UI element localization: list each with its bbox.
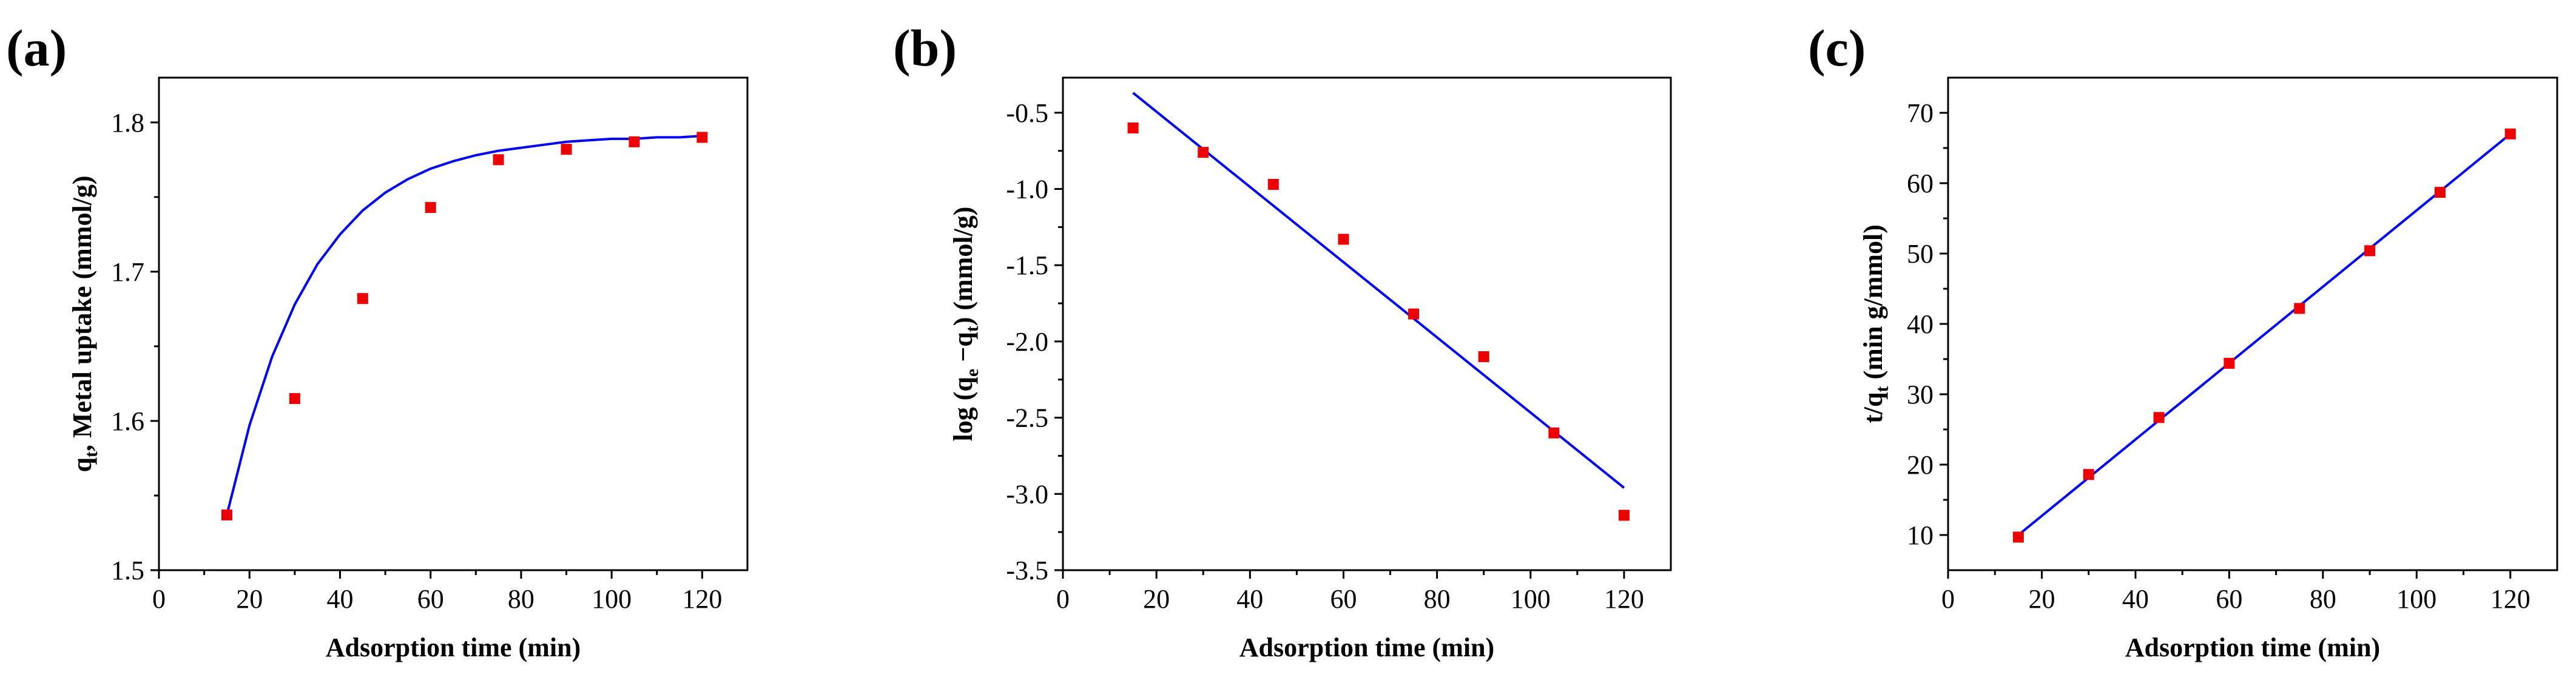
- data-point: [1408, 308, 1420, 320]
- x-tick-label: 60: [1330, 584, 1357, 614]
- x-tick-label: 20: [236, 584, 263, 614]
- y-tick-label: 1.7: [111, 257, 144, 287]
- data-point: [493, 154, 504, 166]
- y-tick-label: 60: [1907, 169, 1934, 198]
- x-tick-label: 100: [1511, 584, 1551, 614]
- y-tick-label: 70: [1907, 98, 1934, 128]
- y-axis-title-part: ) (mmol/g): [948, 207, 978, 326]
- data-point: [2012, 531, 2024, 543]
- x-tick-label: 40: [2122, 584, 2149, 614]
- fit-line: [225, 135, 703, 516]
- x-tick-label: 120: [1604, 584, 1644, 614]
- y-axis-title-part: (min g/mmol): [1858, 224, 1888, 386]
- y-tick-label: -0.5: [1006, 98, 1048, 128]
- x-tick-label: 120: [2490, 584, 2530, 614]
- data-point: [1548, 427, 1560, 439]
- data-point: [696, 132, 708, 143]
- data-point: [2153, 412, 2165, 423]
- data-point: [561, 144, 572, 155]
- data-point: [1618, 510, 1630, 521]
- x-tick-label: 80: [1424, 584, 1451, 614]
- x-tick-label: 120: [682, 584, 722, 614]
- fit-line: [2017, 133, 2512, 536]
- y-axis-title-part: −q: [948, 332, 978, 369]
- x-tick-label: 20: [2028, 584, 2055, 614]
- x-tick-label: 40: [326, 584, 353, 614]
- y-axis-title: qt, Metal uptake (mmol/g): [67, 175, 101, 472]
- plot-frame: [1947, 76, 2558, 571]
- x-tick-label: 0: [1941, 584, 1955, 614]
- x-tick-label: 0: [152, 584, 166, 614]
- data-point: [1338, 234, 1349, 245]
- data-point: [2083, 469, 2094, 480]
- panel-label: (a): [6, 19, 67, 77]
- x-tick-label: 100: [592, 584, 632, 614]
- x-tick-label: 100: [2396, 584, 2436, 614]
- y-tick-label: -1.5: [1006, 251, 1048, 280]
- y-axis-title-part: t/q: [1858, 392, 1888, 423]
- y-tick-label: 1.6: [111, 406, 144, 436]
- x-tick-label: 60: [2216, 584, 2242, 614]
- y-axis-title-part: q: [67, 457, 97, 473]
- data-point: [2224, 357, 2235, 369]
- plot-frame: [158, 76, 749, 571]
- data-point: [2504, 128, 2516, 140]
- chart-panel-a: (a) 0 20 40 60 80 100 120 1.5 1.6 1.7 1.8 Adsorption…: [6, 19, 749, 662]
- y-tick-label: -3.5: [1006, 556, 1048, 585]
- chart-panel-c: (c) 0 20 40 60 80 100 120 10 20 30 40 50 60 70 Adsorpti…: [1808, 19, 2558, 662]
- x-axis-title: Adsorption time (min): [2125, 633, 2380, 662]
- x-tick-label: 0: [1056, 584, 1070, 614]
- y-tick-label: 20: [1907, 450, 1934, 480]
- data-point: [2434, 187, 2446, 198]
- panel-label: (b): [893, 19, 957, 77]
- x-tick-label: 80: [2310, 584, 2336, 614]
- y-axis-title-part: , Metal uptake (mmol/g): [67, 175, 97, 451]
- x-tick-label: 80: [508, 584, 534, 614]
- y-axis-title-subscript: e: [962, 369, 982, 377]
- data-point: [221, 509, 232, 520]
- x-axis-title: Adsorption time (min): [1239, 633, 1494, 662]
- data-point: [1127, 122, 1139, 133]
- x-tick-label: 40: [1236, 584, 1263, 614]
- data-point: [1267, 178, 1279, 190]
- y-axis-title-subscript: t: [962, 326, 982, 332]
- y-tick-label: 30: [1907, 380, 1934, 409]
- plot-frame: [1062, 76, 1672, 571]
- x-tick-label: 60: [417, 584, 444, 614]
- panel-label: (c): [1808, 19, 1866, 77]
- y-tick-label: -1.0: [1006, 175, 1048, 204]
- data-point: [357, 293, 368, 304]
- data-point: [2364, 245, 2376, 257]
- data-point: [425, 202, 436, 214]
- y-tick-label: -2.5: [1006, 403, 1048, 433]
- x-tick-label: 20: [1143, 584, 1170, 614]
- y-tick-label: 40: [1907, 309, 1934, 339]
- data-point: [2294, 303, 2305, 314]
- chart-panel-b: (b) 0 20 40 60 80 100 120 -3.5 -3.0 -2.5 -2.0 -1.5 -1…: [893, 19, 1672, 662]
- y-axis-title: log (qe −qt) (mmol/g): [948, 207, 982, 442]
- fit-line: [1132, 92, 1625, 489]
- y-tick-label: -2.0: [1006, 327, 1048, 357]
- data-point: [1198, 147, 1209, 158]
- data-point: [1478, 351, 1489, 363]
- data-point: [289, 393, 300, 405]
- y-axis-title-subscript: t: [1872, 386, 1892, 392]
- data-point: [629, 136, 640, 147]
- y-axis-title-part: log (q: [948, 377, 978, 442]
- y-tick-label: 10: [1907, 520, 1934, 550]
- y-axis-title-subscript: t: [81, 451, 101, 457]
- y-tick-label: 1.5: [111, 556, 144, 585]
- x-axis-title: Adsorption time (min): [326, 633, 581, 662]
- y-axis-title: t/qt (min g/mmol): [1858, 224, 1892, 423]
- y-tick-label: 50: [1907, 239, 1934, 269]
- y-tick-label: 1.8: [111, 108, 144, 138]
- y-tick-label: -3.0: [1006, 479, 1048, 509]
